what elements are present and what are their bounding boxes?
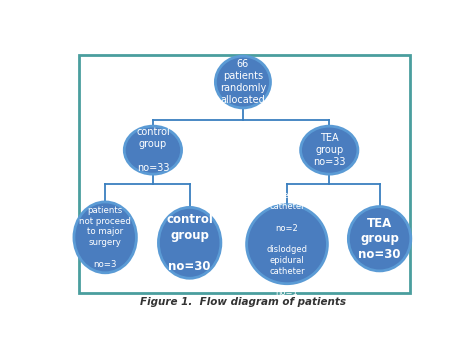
Text: TEA
group
no=30: TEA group no=30 [358, 217, 401, 261]
Ellipse shape [246, 205, 328, 284]
Ellipse shape [215, 56, 271, 108]
Text: control
group

no=33: control group no=33 [136, 127, 170, 173]
Ellipse shape [348, 207, 411, 271]
Ellipse shape [158, 207, 221, 278]
Text: TEA
group
no=33: TEA group no=33 [313, 133, 346, 167]
Text: Failed epidural
catheter

no=2

dislodged
epidural
catheter

no=1: Failed epidural catheter no=2 dislodged … [256, 191, 318, 297]
Ellipse shape [74, 202, 137, 273]
Text: patients
not proceed
to major
surgery

no=3: patients not proceed to major surgery no… [79, 206, 131, 269]
Text: Figure 1.  Flow diagram of patients: Figure 1. Flow diagram of patients [140, 297, 346, 307]
Text: 66
patients
randomly
allocated: 66 patients randomly allocated [220, 59, 266, 105]
FancyBboxPatch shape [80, 55, 410, 293]
Ellipse shape [124, 126, 182, 174]
Ellipse shape [301, 126, 358, 174]
Text: control
group

no=30: control group no=30 [166, 213, 213, 273]
